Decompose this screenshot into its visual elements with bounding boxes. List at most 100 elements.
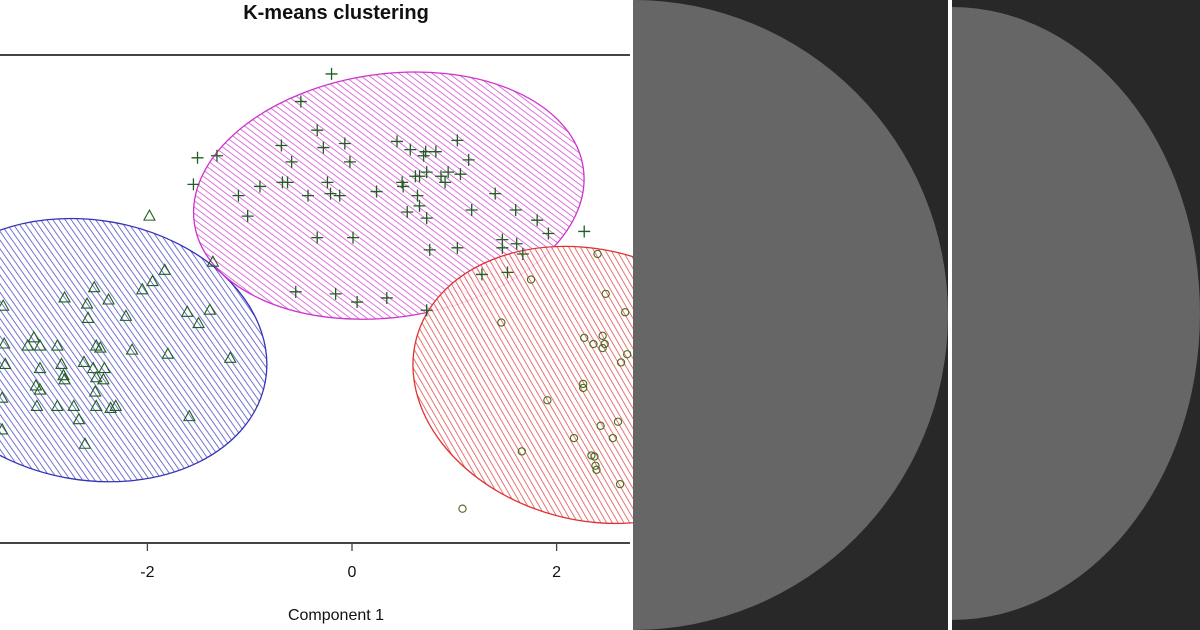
dark-panel-right [952, 0, 1200, 630]
triangle-marker [0, 298, 10, 311]
half-disc-shape [633, 0, 948, 630]
circle-marker [458, 504, 467, 513]
circle-marker [579, 379, 588, 389]
plus-marker [516, 247, 529, 260]
plus-marker [496, 241, 509, 254]
circle-marker [623, 350, 632, 359]
plus-marker [423, 243, 436, 256]
plus-marker [413, 170, 426, 183]
triangle-marker [88, 384, 102, 397]
plus-marker [370, 185, 383, 198]
circle-marker [543, 396, 552, 405]
triangle-marker [98, 361, 111, 374]
triangle-marker [89, 399, 103, 411]
circle-marker [596, 421, 605, 430]
triangle-marker [87, 280, 101, 293]
plus-marker [325, 67, 338, 80]
plus-marker [321, 176, 334, 189]
plus-marker [451, 241, 464, 254]
plus-marker [289, 285, 302, 298]
circle-marker [592, 465, 601, 474]
circle-marker [598, 343, 607, 353]
plus-marker [475, 268, 488, 281]
triangle-marker [182, 409, 196, 422]
triangle-marker [206, 255, 220, 267]
triangle-marker [50, 399, 64, 411]
cluster-ellipse-3 [412, 245, 633, 525]
triangle-marker [109, 399, 123, 411]
plus-marker [401, 206, 414, 219]
plus-marker [311, 124, 324, 137]
plus-marker [241, 210, 254, 223]
plus-marker [338, 137, 351, 150]
plus-marker [462, 153, 475, 166]
triangle-marker [104, 401, 118, 413]
circle-marker [589, 339, 598, 349]
triangle-marker [143, 208, 156, 221]
plus-marker [442, 166, 455, 179]
triangle-marker [57, 368, 70, 381]
plus-marker [294, 95, 307, 108]
plus-marker [391, 135, 404, 148]
cluster-ellipses [0, 71, 633, 525]
triangle-marker [180, 305, 194, 317]
circle-marker [497, 318, 506, 327]
triangle-marker [192, 316, 205, 329]
x-tick-label: -2 [140, 564, 155, 581]
plus-marker [489, 187, 502, 200]
plus-marker [404, 143, 417, 156]
plus-marker [187, 178, 200, 191]
plus-marker [333, 189, 346, 202]
x-tick-label: 0 [347, 564, 357, 581]
triangle-marker [33, 338, 47, 351]
plus-marker [420, 212, 433, 225]
circle-marker [608, 433, 618, 443]
triangle-marker [29, 378, 43, 391]
circle-marker [591, 461, 600, 470]
triangle-marker [67, 399, 81, 411]
circle-marker [569, 433, 579, 443]
plus-marker [501, 266, 514, 279]
triangle-marker [72, 412, 86, 425]
triangle-marker [102, 292, 115, 305]
plus-marker [451, 134, 464, 147]
circle-marker [517, 447, 526, 456]
plus-marker [411, 189, 424, 202]
circle-marker [590, 452, 599, 461]
triangle-marker [89, 370, 103, 383]
plus-marker [419, 145, 432, 158]
circle-marker [593, 249, 602, 259]
plus-marker [191, 151, 204, 164]
plus-marker [210, 149, 223, 162]
chart-panel: K-means clustering -2 0 2 Component 1 [0, 2, 633, 624]
plus-marker [397, 180, 410, 193]
plus-marker [302, 189, 315, 202]
circle-marker [598, 331, 607, 340]
triangle-marker [21, 338, 35, 351]
triangle-marker [55, 357, 68, 369]
plus-marker [275, 139, 288, 152]
triangle-marker [0, 422, 9, 435]
plus-marker [347, 231, 360, 244]
circle-marker [579, 383, 588, 393]
plus-marker [311, 231, 324, 244]
plus-marker [343, 155, 356, 168]
triangle-marker [27, 330, 41, 343]
panel-divider [948, 0, 952, 630]
plus-marker [429, 145, 442, 158]
triangle-marker [135, 282, 149, 295]
data-points [0, 67, 632, 513]
triangle-marker [58, 290, 71, 303]
triangle-marker [146, 274, 159, 287]
circle-marker [620, 308, 630, 317]
plus-marker [420, 166, 433, 179]
triangle-marker [0, 391, 9, 403]
x-tick-label: 2 [552, 564, 562, 581]
plus-marker [380, 291, 393, 304]
plus-marker [253, 180, 266, 193]
triangle-marker [30, 399, 44, 411]
triangle-marker [93, 340, 107, 353]
circle-marker [616, 358, 626, 367]
plus-marker [578, 225, 591, 238]
triangle-marker [50, 338, 64, 351]
